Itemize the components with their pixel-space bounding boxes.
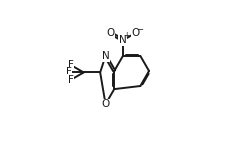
Text: F: F: [66, 67, 71, 77]
Text: O: O: [131, 28, 139, 38]
Text: O: O: [101, 99, 109, 109]
Text: F: F: [68, 75, 74, 85]
Text: −: −: [136, 25, 143, 34]
Text: +: +: [123, 31, 129, 40]
Text: N: N: [119, 35, 126, 45]
Text: N: N: [101, 51, 109, 61]
Text: F: F: [68, 60, 74, 70]
Text: O: O: [106, 28, 114, 38]
